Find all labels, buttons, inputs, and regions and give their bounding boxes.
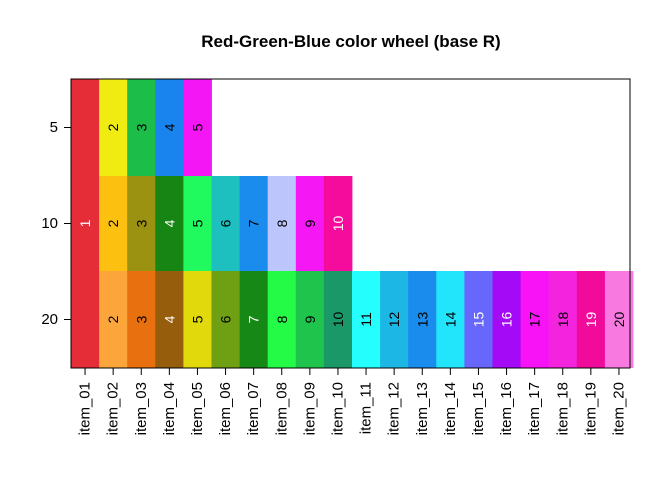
cell-label-row20-item-09: 9 <box>302 315 318 323</box>
heatmap-cell-row20-item-14 <box>436 271 465 368</box>
heatmap-cell-row20-item-07 <box>239 271 269 368</box>
x-tick-label: item_01 <box>77 382 94 435</box>
cell-label-row10-item-08: 8 <box>274 219 290 227</box>
heatmap-cell-row20-item-05 <box>183 271 212 368</box>
x-tick-label: item_16 <box>498 382 515 435</box>
cell-label-row20-item-04: 4 <box>161 315 177 323</box>
x-tick-label: item_08 <box>273 382 290 435</box>
cell-label-row5-item-02: 2 <box>105 123 121 131</box>
heatmap-cell-row5-item-04 <box>155 79 184 176</box>
heatmap-cell-row20-item-12 <box>380 271 409 368</box>
heatmap-cell-row10-item-04 <box>155 176 184 271</box>
cell-label-row20-item-02: 2 <box>105 315 121 323</box>
heatmap-cell-row20-item-15 <box>464 271 493 368</box>
heatmap-cells <box>71 79 634 368</box>
heatmap-cell-row20-item-16 <box>492 271 521 368</box>
cell-label-row20-item-03: 3 <box>133 315 149 323</box>
cell-label-row10-item-04: 4 <box>161 219 177 227</box>
heatmap-cell-row10-item-08 <box>267 176 297 271</box>
cell-label-row10-item-05: 5 <box>189 219 205 227</box>
cell-label-row5-item-03: 3 <box>133 123 149 131</box>
heatmap-cell-item-01 <box>71 79 100 368</box>
cell-label-row10-item-02: 2 <box>105 219 121 227</box>
heatmap-cell-row10-item-03 <box>127 176 156 271</box>
heatmap-cell-row10-item-09 <box>295 176 325 271</box>
heatmap-cell-row20-item-19 <box>576 271 606 368</box>
x-tick-label: item_12 <box>386 382 403 435</box>
x-tick-label: item_06 <box>217 382 234 435</box>
cell-label-row10-item-09: 9 <box>302 219 318 227</box>
cell-label-row5-item-05: 5 <box>189 123 205 131</box>
cell-label-row10-item-10: 10 <box>330 216 346 232</box>
y-tick-label: 20 <box>41 311 58 328</box>
cell-label-row20-item-05: 5 <box>189 315 205 323</box>
x-tick-label: item_19 <box>582 382 599 435</box>
heatmap-cell-row5-item-02 <box>99 79 128 176</box>
x-tick-label: item_07 <box>245 382 262 435</box>
heatmap-cell-row20-item-02 <box>99 271 128 368</box>
heatmap-cell-row10-item-06 <box>211 176 240 271</box>
heatmap-cell-row20-item-06 <box>211 271 240 368</box>
cell-label-row20-item-12: 12 <box>386 312 402 328</box>
x-tick-label: item_10 <box>329 382 346 435</box>
x-tick-label: item_02 <box>105 382 122 435</box>
x-tick-label: item_05 <box>189 382 206 435</box>
heatmap-cell-row20-item-17 <box>520 271 550 368</box>
x-tick-label: item_18 <box>554 382 571 435</box>
cell-label-row20-item-14: 14 <box>442 312 458 328</box>
heatmap-cell-row10-item-10 <box>323 176 353 271</box>
cell-label-row20-item-17: 17 <box>527 312 543 328</box>
cell-label-row20-item-15: 15 <box>470 312 486 328</box>
x-tick-label: item_09 <box>301 382 318 435</box>
cell-label-row10-item-03: 3 <box>133 219 149 227</box>
cell-label-row20-item-06: 6 <box>218 315 234 323</box>
cell-label-row5-item-04: 4 <box>161 123 177 131</box>
heatmap-cell-row20-item-20 <box>604 271 634 368</box>
y-tick-label: 10 <box>41 215 58 232</box>
heatmap-cell-row20-item-13 <box>408 271 437 368</box>
y-tick-label: 5 <box>50 119 58 136</box>
y-axis: 5 10 20 <box>41 119 71 328</box>
heatmap-cell-row10-item-07 <box>239 176 269 271</box>
x-axis: item_01 item_02 item_03 item_04 item_05 item_… <box>77 368 627 435</box>
cell-label-row10-item-06: 6 <box>218 219 234 227</box>
cell-label-row20-item-20: 20 <box>611 312 627 328</box>
cell-label-row20-item-11: 11 <box>358 312 374 327</box>
cell-label-row20-item-16: 16 <box>499 312 515 328</box>
cell-label-row20-item-19: 19 <box>583 312 599 328</box>
heatmap-cell-row20-item-03 <box>127 271 156 368</box>
x-tick-label: item_11 <box>358 382 375 434</box>
heatmap-cell-row20-item-09 <box>295 271 325 368</box>
x-tick-label: item_14 <box>442 382 459 435</box>
x-tick-label: item_17 <box>526 382 543 435</box>
cell-label-row20-item-10: 10 <box>330 312 346 328</box>
cell-label-row20-item-07: 7 <box>246 315 262 323</box>
x-tick-label: item_15 <box>470 382 487 435</box>
x-tick-label: item_13 <box>414 382 431 435</box>
heatmap-cell-row10-item-05 <box>183 176 212 271</box>
heatmap-cell-row20-item-18 <box>548 271 578 368</box>
chart-title: Red-Green-Blue color wheel (base R) <box>201 32 500 51</box>
heatmap-cell-row20-item-10 <box>323 271 353 368</box>
cell-label-row20-item-13: 13 <box>414 312 430 328</box>
heatmap-cell-row10-item-02 <box>99 176 128 271</box>
heatmap-cell-row20-item-08 <box>267 271 297 368</box>
cell-label-row10-item-07: 7 <box>246 219 262 227</box>
x-tick-label: item_03 <box>133 382 150 435</box>
heatmap-cell-row5-item-03 <box>127 79 156 176</box>
cell-label-row20-item-18: 18 <box>555 312 571 328</box>
heatmap-cell-row20-item-11 <box>352 271 381 368</box>
cell-label-item-01: 1 <box>77 219 93 227</box>
x-tick-label: item_20 <box>610 382 627 435</box>
heatmap-cell-row5-item-05 <box>183 79 212 176</box>
heatmap-cell-row20-item-04 <box>155 271 184 368</box>
cell-labels: 12 3 4 52 3 4 5 6 7 8 9 102 3 4 5 6 7 8 9 10 11 12 13 14 15 16 17 1… <box>77 123 627 327</box>
cell-label-row20-item-08: 8 <box>274 315 290 323</box>
x-tick-label: item_04 <box>161 382 178 435</box>
